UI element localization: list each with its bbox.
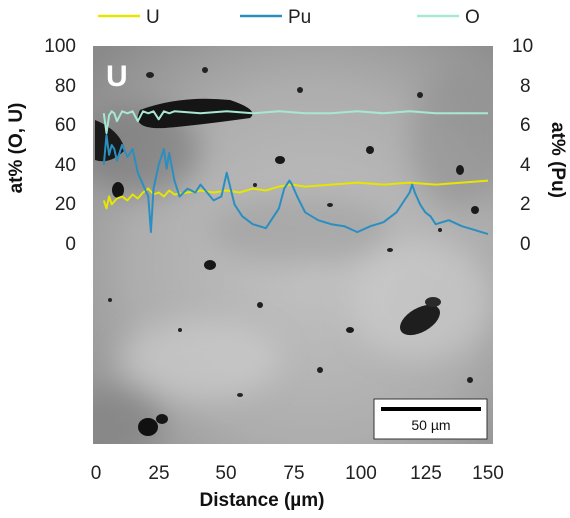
- y-right-tick-2: 2: [520, 194, 531, 215]
- y-right-tick-4: 4: [520, 155, 531, 176]
- x-axis-ticks: 0 25 50 75 100 125 150: [91, 463, 504, 484]
- y-right-tick-10: 10: [512, 36, 533, 57]
- y-left-tick-60: 60: [55, 115, 76, 136]
- y-left-tick-80: 80: [55, 76, 76, 97]
- x-tick-25: 25: [148, 463, 169, 484]
- y-right-tick-0: 0: [520, 234, 531, 255]
- x-tick-150: 150: [472, 463, 504, 484]
- legend-label-pu: Pu: [288, 7, 311, 28]
- scale-bar-label: 50 µm: [411, 417, 450, 433]
- series-line-pu: [102, 134, 489, 236]
- right-axis-ticks: 10 8 6 4 2 0: [512, 36, 533, 255]
- legend: U Pu O: [98, 7, 480, 28]
- y-left-tick-20: 20: [55, 194, 76, 215]
- x-tick-50: 50: [215, 463, 236, 484]
- legend-label-u: U: [146, 7, 160, 28]
- x-axis-title: Distance (µm): [200, 490, 325, 511]
- x-tick-100: 100: [345, 463, 377, 484]
- panel-label: U: [106, 60, 128, 93]
- x-tick-125: 125: [410, 463, 442, 484]
- x-tick-75: 75: [283, 463, 304, 484]
- sem-micrograph: [93, 46, 493, 444]
- y-left-tick-0: 0: [65, 234, 76, 255]
- series-line-u: [102, 179, 489, 210]
- y-left-tick-100: 100: [44, 36, 76, 57]
- y-right-tick-8: 8: [520, 76, 531, 97]
- scale-bar: 50 µm: [373, 398, 488, 440]
- y-left-axis-title: at% (O, U): [6, 103, 27, 194]
- y-right-tick-6: 6: [520, 115, 531, 136]
- series-layer: [102, 110, 489, 236]
- y-left-tick-40: 40: [55, 155, 76, 176]
- y-right-axis-title: at% (Pu): [547, 122, 568, 198]
- series-line-o: [102, 110, 488, 135]
- legend-label-o: O: [465, 7, 480, 28]
- left-axis-ticks: 100 80 60 40 20 0: [44, 36, 76, 255]
- x-tick-0: 0: [91, 463, 102, 484]
